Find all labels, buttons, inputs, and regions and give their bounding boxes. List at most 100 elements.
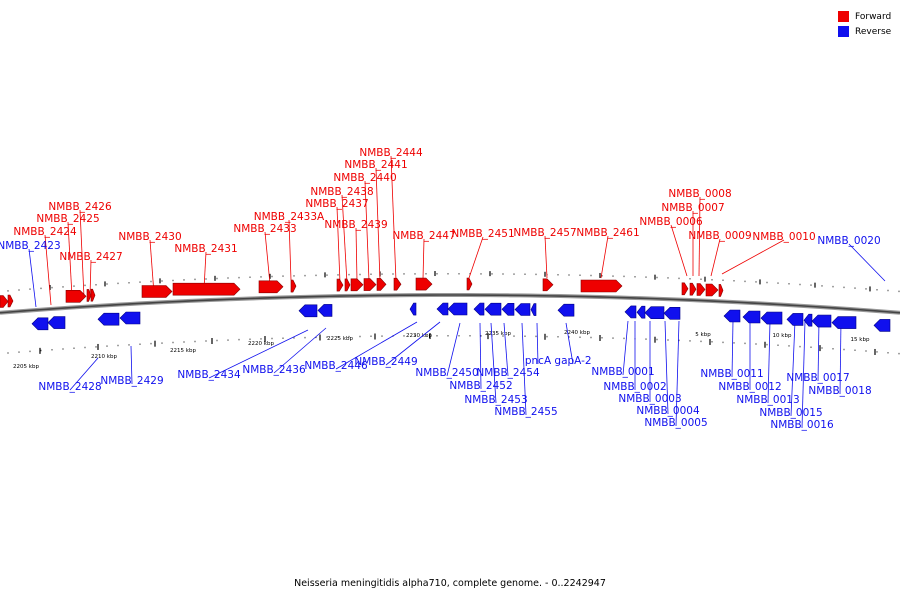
gene-label[interactable]: NMBB_0003 — [618, 393, 681, 405]
reverse-gene-arrow[interactable] — [317, 304, 333, 317]
gene-label[interactable]: NMBB_0010 — [752, 231, 815, 243]
reverse-gene-arrow[interactable] — [803, 313, 813, 327]
reverse-gene-arrow[interactable] — [624, 305, 637, 319]
gene-label[interactable]: NMBB_0001 — [591, 366, 654, 378]
reverse-gene-arrow[interactable] — [447, 302, 468, 316]
gene-label[interactable]: NMBB_0018 — [808, 385, 871, 397]
reverse-gene-arrow[interactable] — [119, 311, 141, 325]
forward-gene-arrow[interactable] — [542, 278, 554, 292]
gene-label[interactable]: NMBB_0020 — [817, 235, 880, 247]
gene-label[interactable]: NMBB_0005 — [644, 417, 707, 429]
gene-label[interactable]: NMBB_2438 — [310, 186, 373, 198]
gene-label[interactable]: NMBB_2440 — [333, 172, 396, 184]
gene-label[interactable]: NMBB_0008 — [668, 188, 731, 200]
gene-label[interactable]: NMBB_0013 — [736, 394, 799, 406]
gene-label[interactable]: NMBB_2436 — [242, 364, 306, 376]
forward-gene-arrow[interactable] — [393, 277, 402, 291]
forward-gene-arrow[interactable] — [376, 278, 387, 291]
reverse-gene-arrow[interactable] — [760, 311, 783, 325]
forward-gene-arrow[interactable] — [705, 283, 719, 297]
gene-label[interactable]: NMBB_2439 — [324, 219, 387, 231]
gene-label[interactable]: NMBB_2428 — [38, 381, 101, 393]
gene-label[interactable]: NMBB_2429 — [100, 375, 163, 387]
forward-gene-arrow[interactable] — [0, 295, 9, 308]
reverse-gene-arrow[interactable] — [47, 316, 66, 329]
gene-label[interactable]: NMBB_2449 — [354, 356, 417, 368]
reverse-gene-arrow[interactable] — [811, 314, 832, 328]
forward-gene-arrow[interactable] — [681, 282, 689, 296]
gene-label[interactable]: NMBB_2446 — [304, 360, 368, 372]
reverse-gene-arrow[interactable] — [473, 302, 485, 316]
forward-gene-arrow[interactable] — [718, 284, 724, 297]
forward-gene-arrow[interactable] — [258, 280, 284, 294]
gene-label[interactable]: NMBB_2450 — [415, 367, 478, 379]
gene-label[interactable]: NMBB_2441 — [344, 159, 407, 171]
forward-gene-arrow[interactable] — [7, 294, 14, 308]
reverse-gene-arrow[interactable] — [636, 305, 646, 319]
forward-gene-arrow[interactable] — [344, 278, 351, 292]
gene-label[interactable]: NMBB_2431 — [174, 243, 237, 255]
forward-gene-arrow[interactable] — [689, 282, 697, 296]
forward-gene-arrow[interactable] — [86, 289, 92, 302]
forward-gene-arrow[interactable] — [141, 285, 173, 298]
gene-label[interactable]: NMBB_2434 — [177, 369, 241, 381]
reverse-gene-arrow[interactable] — [97, 312, 120, 326]
reverse-gene-arrow[interactable] — [31, 317, 49, 331]
gene-label[interactable]: NMBB_2447 — [392, 230, 455, 242]
reverse-gene-arrow[interactable] — [723, 309, 741, 323]
gene-label[interactable]: NMBB_2454 — [476, 367, 540, 379]
forward-gene-arrow[interactable] — [290, 279, 297, 293]
forward-gene-arrow[interactable] — [336, 278, 344, 292]
gene-label[interactable]: NMBB_0007 — [661, 202, 724, 214]
reverse-gene-arrow[interactable] — [298, 304, 318, 318]
reverse-gene-arrow[interactable] — [501, 302, 515, 316]
reverse-gene-arrow[interactable] — [409, 302, 417, 316]
reverse-gene-arrow[interactable] — [786, 313, 804, 326]
forward-gene-arrow[interactable] — [90, 288, 96, 302]
gene-label[interactable]: NMBB_2452 — [449, 380, 512, 392]
forward-gene-arrow[interactable] — [415, 277, 433, 291]
gene-label[interactable]: NMBB_2461 — [576, 227, 639, 239]
reverse-gene-arrow[interactable] — [873, 319, 891, 332]
forward-gene-arrow[interactable] — [350, 278, 364, 292]
gene-label[interactable]: NMBB_2451 — [451, 228, 514, 240]
forward-gene-arrow[interactable] — [363, 278, 377, 291]
gene-label[interactable]: NMBB_0004 — [636, 405, 700, 417]
gene-label[interactable]: NMBB_2453 — [464, 394, 527, 406]
gene-label[interactable]: NMBB_2457 — [513, 227, 576, 239]
gene-label[interactable]: NMBB_0015 — [759, 407, 822, 419]
gene-label[interactable]: pncA — [525, 355, 552, 367]
forward-gene-arrow[interactable] — [466, 277, 473, 291]
gene-label[interactable]: NMBB_0012 — [718, 381, 781, 393]
gene-label[interactable]: NMBB_2437 — [305, 198, 368, 210]
gene-label[interactable]: NMBB_2426 — [48, 201, 112, 213]
gene-label[interactable]: NMBB_0016 — [770, 419, 834, 431]
gene-label[interactable]: NMBB_0009 — [688, 230, 751, 242]
reverse-gene-arrow[interactable] — [557, 303, 575, 317]
reverse-gene-arrow[interactable] — [831, 316, 857, 329]
reverse-gene-arrow[interactable] — [530, 303, 537, 316]
gene-label[interactable]: NMBB_0006 — [639, 216, 703, 228]
gene-label[interactable]: NMBB_0011 — [700, 368, 763, 380]
reverse-gene-arrow[interactable] — [436, 302, 449, 316]
gene-label[interactable]: NMBB_2433 — [233, 223, 296, 235]
reverse-gene-arrow[interactable] — [484, 302, 502, 316]
gene-label[interactable]: NMBB_2455 — [494, 406, 557, 418]
gene-label[interactable]: NMBB_0002 — [603, 381, 666, 393]
gene-label[interactable]: NMBB_2423 — [0, 240, 61, 252]
gene-label[interactable]: NMBB_2425 — [36, 213, 99, 225]
gene-label[interactable]: NMBB_2444 — [359, 147, 423, 159]
gene-label[interactable]: NMBB_2433A — [254, 211, 325, 223]
gene-label[interactable]: NMBB_0017 — [786, 372, 849, 384]
forward-gene-arrow[interactable] — [696, 283, 706, 296]
reverse-gene-arrow[interactable] — [514, 303, 531, 316]
forward-gene-arrow[interactable] — [65, 289, 87, 303]
reverse-gene-arrow[interactable] — [742, 310, 761, 324]
gene-label[interactable]: NMBB_2430 — [118, 231, 181, 243]
gene-label[interactable]: NMBB_2424 — [13, 226, 77, 238]
gene-label[interactable]: gapA-2 — [554, 355, 591, 367]
forward-gene-arrow[interactable] — [580, 279, 623, 293]
reverse-gene-arrow[interactable] — [644, 306, 665, 320]
forward-gene-arrow[interactable] — [172, 282, 241, 296]
gene-label[interactable]: NMBB_2427 — [59, 251, 122, 263]
